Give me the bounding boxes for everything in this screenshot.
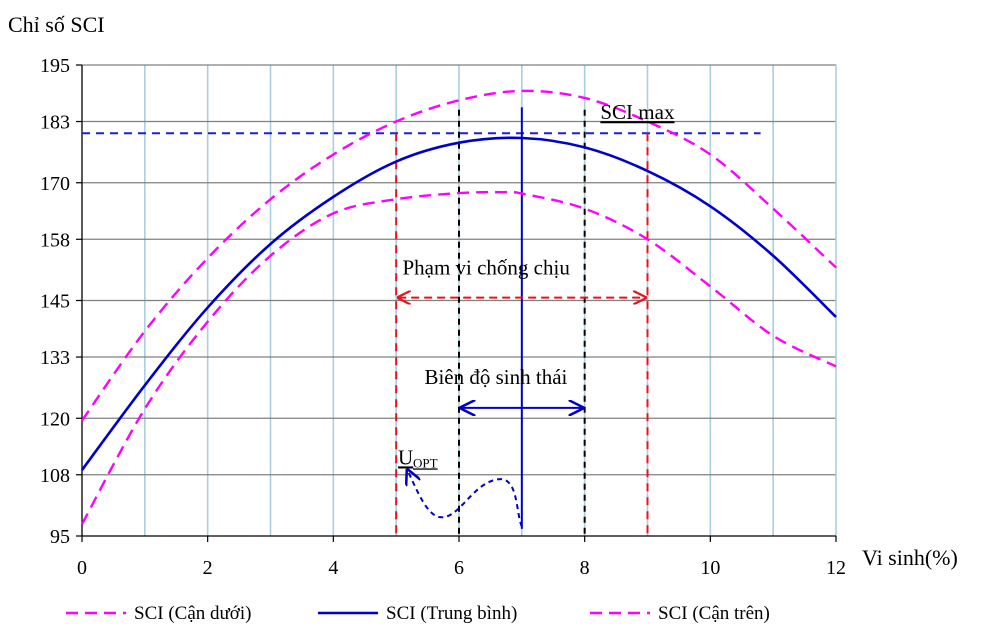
annotations: SCI max Phạm vi chống chịu Biên độ sinh th…	[398, 100, 675, 527]
y-tick-label: 158	[40, 229, 70, 251]
y-tick-label: 95	[50, 526, 70, 548]
series-line-2	[81, 89, 837, 422]
tolerance-label: Phạm vi chống chịu	[402, 256, 570, 280]
legend-label-2: SCI (Cận trên)	[658, 603, 770, 624]
x-tick-label: 8	[580, 557, 590, 579]
uopt-label-sub: OPT	[413, 455, 438, 470]
y-tick-label: 108	[40, 465, 70, 487]
y-tick-label: 120	[40, 408, 70, 430]
y-tick-label: 145	[40, 291, 70, 313]
y-axis-title: Chỉ số SCI	[8, 12, 105, 37]
series-line-1	[80, 136, 837, 471]
y-tick-label: 133	[40, 347, 70, 369]
ecological-label: Biên độ sinh thái	[424, 365, 567, 389]
x-tick-label: 4	[328, 557, 338, 579]
x-tick-label: 10	[700, 557, 720, 579]
legend: SCI (Cận dưới) SCI (Trung bình) SCI (Cận t…	[66, 603, 770, 624]
reference-lines	[82, 107, 761, 536]
x-tick-label: 2	[203, 557, 213, 579]
legend-label-0: SCI (Cận dưới)	[134, 603, 251, 624]
uopt-label: U OPT	[398, 445, 438, 470]
x-tick-label: 12	[826, 557, 846, 579]
y-tick-label: 183	[40, 112, 70, 134]
x-axis-title: Vi sinh(%)	[862, 545, 958, 570]
y-tick-label: 170	[40, 173, 70, 195]
x-tick-label: 0	[77, 557, 87, 579]
series-group	[80, 89, 837, 525]
legend-label-1: SCI (Trung bình)	[386, 603, 517, 624]
y-tick-label: 195	[40, 55, 70, 77]
optimum-arrow	[407, 470, 523, 527]
uopt-label-main: U	[398, 445, 413, 469]
axes: 95 108 120 133 145 158 170 183 195 0 2 4 6 8 10 12	[40, 55, 846, 579]
x-tick-label: 6	[454, 557, 464, 579]
series-line-0	[80, 190, 837, 525]
sci-max-label: SCI max	[600, 100, 675, 124]
